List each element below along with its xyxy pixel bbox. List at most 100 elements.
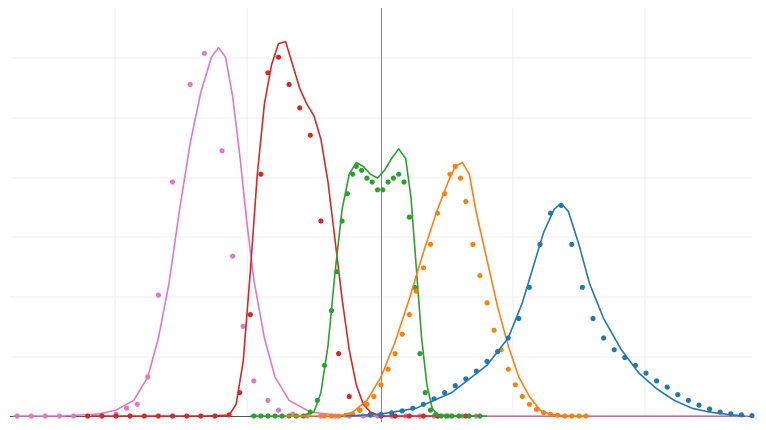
- series-0-point-11: [155, 292, 161, 298]
- series-2-point-17: [359, 167, 365, 173]
- series-3-point-7: [371, 393, 377, 400]
- series-1-point-9: [212, 413, 218, 419]
- series-1-point-7: [184, 413, 190, 419]
- series-4-point-16: [537, 241, 543, 247]
- series-3-point-11: [399, 331, 405, 337]
- series-3-point-38: [583, 413, 589, 419]
- series-2-fit-line: [250, 148, 487, 417]
- series-3-point-31: [533, 406, 540, 412]
- series-2-point-35: [456, 413, 462, 419]
- series-0-point-13: [187, 81, 193, 88]
- series-3-point-29: [519, 393, 525, 400]
- series-2-point-14: [344, 191, 350, 197]
- series-3-point-1: [328, 413, 335, 419]
- series-3-point-34: [555, 412, 561, 418]
- series-2-point-36: [466, 413, 472, 419]
- series-1-point-5: [155, 413, 161, 419]
- series-0-point-12: [169, 179, 176, 185]
- series-4-point-27: [654, 378, 660, 384]
- series-3-point-0: [321, 413, 328, 419]
- series-4-point-10: [473, 368, 479, 374]
- series-2-point-26: [406, 214, 412, 220]
- series-1-point-17: [297, 105, 303, 111]
- series-1-point-27: [406, 413, 412, 419]
- series-3-point-30: [526, 401, 533, 407]
- series-2-point-21: [380, 187, 386, 193]
- series-4-point-24: [622, 354, 628, 361]
- series-3-point-24: [484, 300, 490, 306]
- series-4-point-29: [675, 392, 681, 398]
- series-0-point-3: [56, 413, 63, 419]
- series-2-point-2: [265, 413, 271, 419]
- series-3-point-25: [491, 327, 497, 333]
- series-2-point-16: [353, 163, 359, 169]
- series-4-point-15: [526, 284, 533, 290]
- series-0-point-4: [71, 413, 77, 419]
- series-2-point-34: [449, 413, 455, 419]
- series-0-point-19: [265, 397, 271, 403]
- series-4-point-31: [696, 402, 702, 408]
- series-4-point-8: [452, 383, 458, 389]
- series-4-point-12: [495, 349, 501, 355]
- series-3-point-17: [442, 191, 448, 197]
- series-0-point-2: [42, 413, 48, 419]
- series-2-point-32: [438, 413, 444, 419]
- series-2-point-18: [364, 175, 370, 181]
- series-3-point-5: [357, 407, 363, 413]
- series-0-point-1: [28, 413, 34, 419]
- series-4-point-23: [611, 347, 617, 353]
- series-1-point-12: [247, 312, 253, 318]
- series-0-fit-line: [13, 46, 749, 417]
- series-1-fit-line: [91, 40, 477, 417]
- series-2-point-28: [417, 351, 423, 357]
- series-4-point-35: [738, 412, 745, 418]
- series-1-point-13: [258, 171, 264, 177]
- series-2-point-31: [433, 411, 439, 417]
- series-3-point-14: [420, 265, 426, 271]
- series-4-point-33: [717, 409, 723, 415]
- series-4-point-0: [367, 412, 373, 418]
- series-3-point-2: [336, 413, 342, 419]
- series-3-point-23: [477, 273, 483, 279]
- series-3-point-15: [427, 241, 434, 247]
- series-1-point-8: [198, 413, 204, 419]
- series-2-point-23: [390, 175, 396, 181]
- series-0-point-18: [251, 378, 257, 384]
- series-0-point-20: [275, 407, 282, 413]
- series-4-point-1: [378, 411, 384, 417]
- series-1-point-1: [99, 413, 105, 419]
- series-3-point-37: [576, 413, 582, 419]
- series-3-point-21: [463, 198, 469, 205]
- series-0-point-16: [230, 253, 236, 259]
- series-3-point-10: [392, 351, 398, 357]
- series-4-point-11: [484, 358, 490, 364]
- series-1-point-4: [141, 413, 147, 419]
- series-3-fit-line: [285, 161, 586, 417]
- series-0-point-0: [14, 413, 20, 419]
- series-1-point-19: [318, 218, 324, 224]
- series-2-point-24: [396, 171, 402, 177]
- series-4-point-28: [664, 384, 670, 390]
- series-4-point-25: [632, 362, 639, 368]
- series-3: [285, 161, 589, 419]
- series-2-point-3: [272, 413, 278, 419]
- series-0-point-17: [240, 323, 246, 329]
- series-2: [250, 148, 487, 419]
- series-3-point-8: [378, 382, 384, 388]
- series-1-point-10: [226, 412, 232, 418]
- series-2-point-29: [422, 390, 428, 396]
- series-3-point-20: [457, 175, 464, 181]
- series-4-point-3: [399, 408, 405, 414]
- series-1-point-18: [307, 132, 313, 138]
- series-2-point-9: [314, 397, 320, 403]
- series-4-point-17: [548, 210, 554, 216]
- series-3-point-22: [470, 241, 476, 247]
- series-2-point-12: [334, 269, 340, 275]
- series-1-point-2: [113, 413, 119, 419]
- series-3-point-33: [548, 411, 554, 417]
- series-4-point-32: [707, 406, 713, 412]
- series-1-point-11: [237, 390, 243, 396]
- series-3-point-28: [512, 382, 518, 388]
